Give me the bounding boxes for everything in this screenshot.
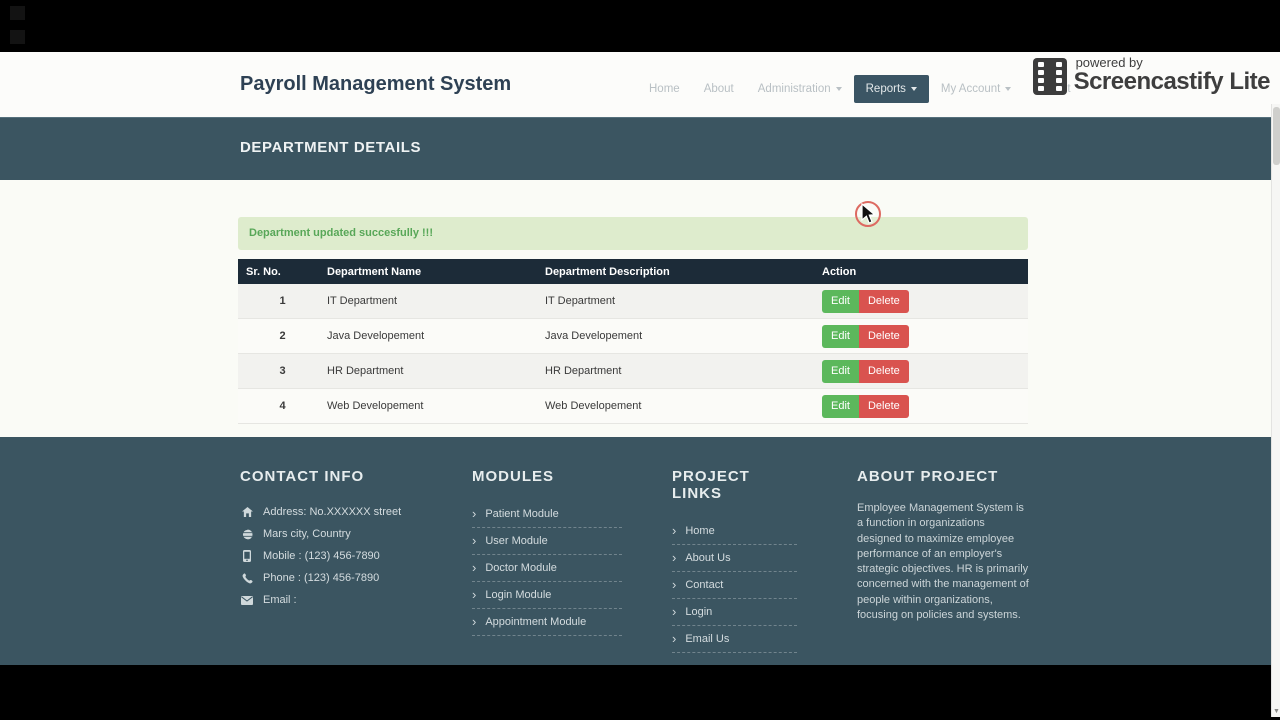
footer-project-links: PROJECT LINKS › Home › About Us › Contact ›… [672,468,797,653]
nav-my-account[interactable]: My Account [929,75,1023,103]
chevron-right-icon: › [472,587,477,602]
footer-heading: CONTACT INFO [240,468,365,485]
app-header: Payroll Management System Home About Adm… [0,52,1280,117]
about-project-text: Employee Management System is a function… [857,502,1029,622]
chevron-right-icon: › [472,506,477,521]
cell-sr: 1 [279,295,286,307]
success-alert: Department updated succesfully !!! [238,217,1028,250]
module-link-appointment[interactable]: › Appointment Module [472,609,622,636]
cell-sr: 2 [279,330,286,342]
project-link-login[interactable]: › Login [672,599,797,626]
caret-down-icon [1005,87,1012,91]
chevron-right-icon: › [672,631,677,646]
page-footer: CONTACT INFO Address: No.XXXXXX street M… [0,437,1280,665]
scrollbar-down-arrow[interactable]: ▼ [1273,708,1280,715]
chevron-right-icon: › [472,533,477,548]
vertical-scrollbar[interactable]: ▼ [1271,104,1280,717]
click-indicator-ring [855,201,881,227]
edit-button[interactable]: Edit [822,394,859,418]
watermark-powered-by: powered by [1075,55,1143,70]
contact-phone: Phone : (123) 456-7890 [240,567,450,589]
delete-button[interactable]: Delete [858,324,909,348]
nav-administration[interactable]: Administration [746,75,854,103]
footer-heading: ABOUT PROJECT [857,468,999,485]
delete-button[interactable]: Delete [858,394,909,418]
project-link-home[interactable]: › Home [672,518,797,545]
cell-department-description: HR Department [545,365,622,377]
chevron-right-icon: › [672,577,677,592]
col-header-description: Department Description [545,265,670,278]
main-content: Department updated succesfully !!! Sr. N… [0,180,1280,437]
cell-department-description: IT Department [545,295,616,307]
project-link-about-us[interactable]: › About Us [672,545,797,572]
cell-department-name: HR Department [327,365,404,377]
module-link-doctor[interactable]: › Doctor Module [472,555,622,582]
department-table: Sr. No. Department Name Department Descr… [238,259,1028,424]
module-link-login[interactable]: › Login Module [472,582,622,609]
letterbox-artifact [10,6,25,20]
cell-department-description: Java Developement [545,330,643,342]
main-nav: Home About Administration Reports My Acc… [637,75,1083,103]
globe-icon [240,528,254,540]
nav-reports[interactable]: Reports [853,75,929,103]
nav-about[interactable]: About [703,83,734,95]
chevron-right-icon: › [672,523,677,538]
caret-down-icon [835,87,842,91]
email-icon [240,595,254,605]
mobile-icon [240,550,254,562]
cell-sr: 3 [279,365,286,377]
chevron-right-icon: › [672,550,677,565]
chevron-right-icon: › [472,614,477,629]
module-link-patient[interactable]: › Patient Module [472,501,622,528]
col-header-name: Department Name [327,265,422,278]
browser-viewport: Payroll Management System Home About Adm… [0,52,1280,717]
scrollbar-thumb[interactable] [1273,107,1280,165]
contact-address: Address: No.XXXXXX street [240,501,450,523]
cell-department-name: Java Developement [327,330,425,342]
contact-email: Email : [240,589,450,611]
nav-home[interactable]: Home [649,83,680,95]
delete-button[interactable]: Delete [858,359,909,383]
cell-department-description: Web Developement [545,400,642,412]
table-header-row: Sr. No. Department Name Department Descr… [238,259,1028,284]
film-strip-icon [1032,58,1067,95]
page-title: DEPARTMENT DETAILS [240,139,422,156]
watermark-product-name: Screencastify Lite [1073,68,1271,95]
delete-button[interactable]: Delete [858,289,909,313]
table-row: 4 Web Developement Web Developement Edit… [238,389,1028,424]
footer-contact-info: CONTACT INFO Address: No.XXXXXX street M… [240,468,450,611]
edit-button[interactable]: Edit [822,359,859,383]
mouse-cursor [861,203,876,224]
contact-mobile: Mobile : (123) 456-7890 [240,545,450,567]
chevron-right-icon: › [672,604,677,619]
cell-department-name: Web Developement [327,400,424,412]
page-title-bar: DEPARTMENT DETAILS [0,117,1280,180]
project-link-email-us[interactable]: › Email Us [672,626,797,653]
footer-heading: PROJECT LINKS [672,468,750,502]
chevron-right-icon: › [472,560,477,575]
cell-sr: 4 [279,400,286,412]
screencastify-watermark: powered by Screencastify Lite [1032,54,1271,95]
table-row: 3 HR Department HR Department Edit Delete [238,354,1028,389]
footer-heading: MODULES [472,468,554,485]
cell-department-name: IT Department [327,295,398,307]
col-header-sr: Sr. No. [246,265,281,278]
table-row: 1 IT Department IT Department Edit Delete [238,284,1028,319]
home-icon [240,507,254,517]
col-header-action: Action [822,265,857,278]
footer-modules: MODULES › Patient Module › User Module › Do… [472,468,622,636]
edit-button[interactable]: Edit [822,289,859,313]
edit-button[interactable]: Edit [822,324,859,348]
caret-down-icon [910,87,917,91]
contact-city: Mars city, Country [240,523,450,545]
phone-icon [240,572,254,584]
footer-about-project: ABOUT PROJECT Employee Management System… [857,468,1029,623]
letterbox-artifact [10,30,25,44]
project-link-contact[interactable]: › Contact [672,572,797,599]
app-title: Payroll Management System [240,73,512,95]
table-row: 2 Java Developement Java Developement Ed… [238,319,1028,354]
module-link-user[interactable]: › User Module [472,528,622,555]
